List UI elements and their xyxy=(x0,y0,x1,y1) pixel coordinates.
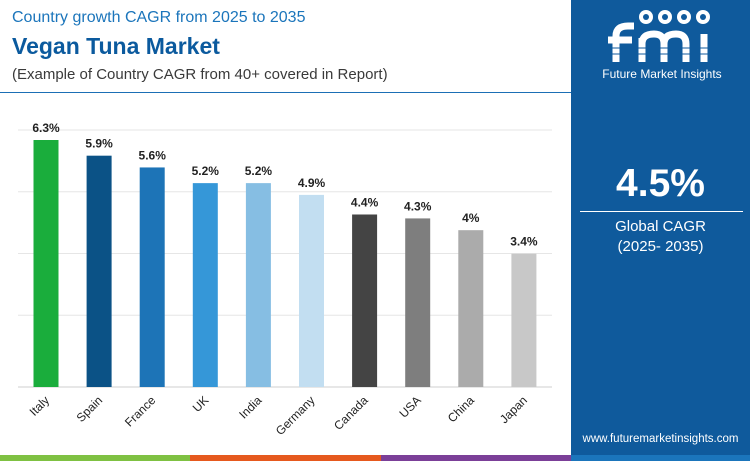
bar-canada xyxy=(352,214,378,387)
bar-usa xyxy=(405,218,431,387)
bar-value-label: 6.3% xyxy=(32,121,60,135)
chart-title: Vegan Tuna Market xyxy=(12,33,220,59)
bar-value-label: 4.9% xyxy=(298,176,326,190)
bar-chart: 6.3% Italy 5.9% Spain 5.6% France 5.2% UK 5.2% In… xyxy=(18,121,552,438)
bar-italy xyxy=(33,140,59,387)
bar-value-label: 4.3% xyxy=(404,199,432,213)
bottom-bar-segment xyxy=(0,455,191,461)
side-panel xyxy=(571,0,750,461)
fmi-logo xyxy=(606,10,716,62)
x-tick-label: Italy xyxy=(27,393,52,418)
bar-value-label: 5.6% xyxy=(139,148,167,162)
brand-name: Future Market Insights xyxy=(602,67,722,81)
bottom-bar-segment xyxy=(380,455,571,461)
x-tick-label: Japan xyxy=(497,393,530,426)
bar-spain xyxy=(86,155,112,387)
bar-value-label: 4% xyxy=(462,211,480,225)
bar-france xyxy=(139,167,165,387)
bar-value-label: 3.4% xyxy=(510,235,538,249)
x-tick-label: UK xyxy=(190,393,212,415)
bar-value-label: 5.9% xyxy=(85,137,113,151)
bar-uk xyxy=(192,183,218,387)
bar-value-label: 5.2% xyxy=(245,164,273,178)
x-tick-label: Germany xyxy=(273,393,318,438)
global-cagr-value: 4.5% xyxy=(616,162,705,205)
bottom-bar-segment xyxy=(571,455,750,461)
bar-germany xyxy=(299,194,324,387)
bar-india xyxy=(245,183,271,387)
bar-value-label: 4.4% xyxy=(351,195,379,209)
cagr-label-line2: (2025- 2035) xyxy=(617,238,704,255)
cagr-label-line1: Global CAGR xyxy=(615,218,706,235)
website-link[interactable]: www.futuremarketinsights.com xyxy=(582,433,739,445)
header-divider xyxy=(0,92,571,93)
bar-value-label: 5.2% xyxy=(192,164,220,178)
x-tick-label: India xyxy=(236,393,265,422)
bar-japan xyxy=(511,253,537,387)
bar-china xyxy=(458,230,484,387)
cagr-divider xyxy=(580,211,743,212)
bottom-bar-segment xyxy=(190,455,381,461)
x-tick-label: China xyxy=(445,393,477,425)
chart-subtitle: (Example of Country CAGR from 40+ covere… xyxy=(12,66,388,83)
x-tick-label: Spain xyxy=(74,393,106,425)
x-tick-label: Canada xyxy=(331,393,371,433)
x-tick-label: France xyxy=(122,393,159,430)
x-tick-label: USA xyxy=(396,393,423,420)
global-cagr-label: Global CAGR (2025- 2035) xyxy=(571,217,750,257)
chart-overline: Country growth CAGR from 2025 to 2035 xyxy=(12,9,306,26)
